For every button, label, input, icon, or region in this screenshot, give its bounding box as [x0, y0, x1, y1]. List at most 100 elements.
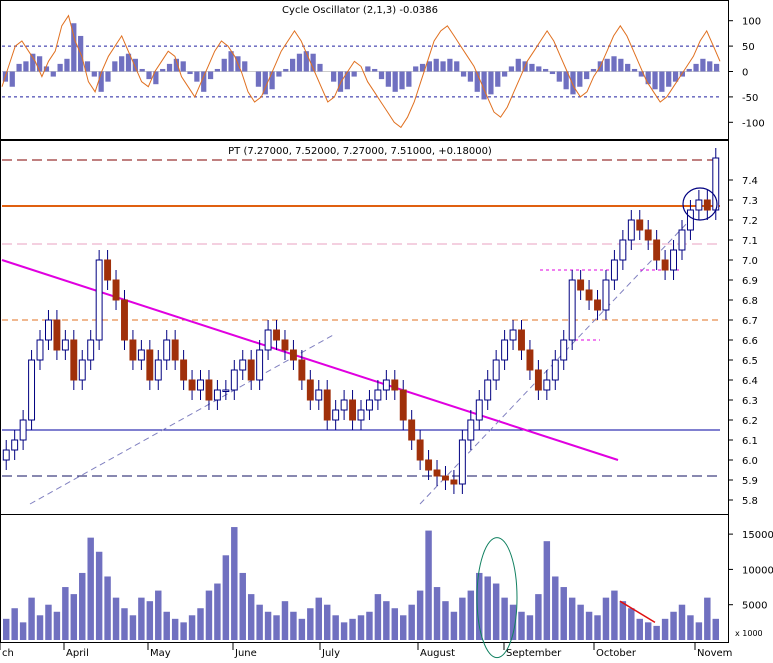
candle-up: [686, 209, 694, 231]
volume-bar: [450, 611, 458, 640]
volume-bar: [256, 604, 263, 640]
volume-bar: [349, 618, 356, 640]
volume-bar: [11, 608, 18, 640]
price-tick-label: 5.9: [742, 476, 758, 487]
price-tick-label: 6.4: [742, 376, 758, 387]
volume-bar: [543, 541, 551, 640]
candle-down: [450, 479, 458, 485]
cycle-bar: [214, 68, 221, 72]
volume-bar: [79, 572, 86, 640]
volume-highlight-ellipse: [476, 537, 518, 659]
candle-up: [475, 399, 483, 421]
candle-up: [137, 349, 145, 361]
cycle-bar: [64, 58, 70, 72]
volume-bar: [366, 611, 373, 640]
candle-up: [492, 359, 500, 381]
cycle-bar: [625, 63, 631, 72]
cycle-bar: [310, 53, 316, 72]
candle-up: [551, 359, 559, 381]
cycle-bar: [344, 71, 350, 90]
volume-bar: [501, 597, 508, 640]
volume-bar: [315, 597, 322, 640]
price-tick-label: 7.1: [742, 236, 758, 247]
uptrend-dashed-line-left: [29, 333, 336, 505]
candle-up: [365, 399, 373, 411]
candle-up: [197, 379, 204, 391]
candle-down: [171, 339, 179, 361]
candle-down: [104, 259, 112, 281]
cycle-bar: [269, 71, 275, 90]
volume-bar: [535, 594, 542, 640]
volume-bar: [568, 597, 576, 640]
cycle-bar: [9, 71, 15, 87]
cycle-bar: [666, 71, 672, 87]
cycle-bar: [221, 58, 227, 72]
candle-up: [222, 389, 230, 392]
candle-down: [442, 475, 449, 481]
cycle-bar: [276, 71, 282, 77]
candle-down: [585, 289, 593, 301]
cycle-bar: [132, 58, 138, 72]
candle-up: [543, 379, 551, 391]
cycle-bar: [570, 71, 576, 95]
volume-bar: [492, 583, 500, 640]
candle-up: [484, 379, 492, 401]
volume-bar: [205, 590, 213, 640]
cycle-bar: [474, 71, 480, 92]
candle-down: [653, 239, 661, 261]
volume-bar: [619, 601, 627, 640]
volume-bar: [307, 608, 314, 640]
cycle-bar: [71, 23, 77, 72]
volume-unit-label: x 1000: [735, 629, 763, 638]
candle-down: [188, 379, 196, 391]
cycle-bar: [201, 71, 207, 92]
volume-bar: [518, 611, 525, 640]
volume-bar: [36, 615, 44, 640]
cycle-bar: [36, 56, 43, 72]
candle-down: [129, 339, 137, 361]
cycle-bar: [392, 71, 398, 92]
candle-down: [298, 359, 306, 381]
cycle-bar: [337, 71, 344, 92]
cycle-bar: [713, 63, 720, 72]
price-tick-label: 6.6: [742, 336, 758, 347]
price-tick-label: 7.2: [742, 216, 758, 227]
x-tick-label: September: [506, 648, 562, 659]
candle-up: [382, 379, 390, 391]
candle-down: [349, 399, 357, 421]
x-tick-label: April: [66, 648, 89, 659]
price-tick-label: 6.8: [742, 296, 758, 307]
cycle-bar: [160, 68, 166, 72]
cycle-bar: [590, 68, 597, 72]
cycle-bar: [228, 51, 234, 72]
candle-up: [2, 449, 10, 461]
candle-up: [560, 339, 568, 361]
candle-up: [501, 339, 509, 361]
candle-up: [45, 319, 52, 341]
volume-bar: [383, 601, 390, 640]
candle-up: [340, 399, 348, 411]
candle-up: [11, 439, 19, 451]
candle-up: [467, 419, 475, 441]
candle-up: [670, 249, 677, 271]
candle-down: [180, 359, 188, 381]
volume-bar: [171, 618, 179, 640]
x-tick-label: Novem: [697, 648, 732, 659]
volume-bar: [95, 551, 103, 640]
volume-bar: [594, 615, 601, 640]
volume-bar: [678, 604, 686, 640]
candle-up: [374, 389, 382, 401]
price-tick-label: 6.0: [742, 456, 758, 467]
volume-bar: [577, 604, 584, 640]
volume-bar: [138, 597, 145, 640]
volume-bar: [273, 615, 280, 640]
candle-up: [239, 359, 247, 371]
candle-up: [610, 259, 618, 281]
volume-bar: [670, 611, 677, 640]
volume-bar: [214, 583, 221, 640]
candle-up: [230, 369, 238, 391]
cycle-bar: [686, 68, 692, 72]
price-tick-label: 5.8: [742, 496, 758, 507]
candle-up: [87, 339, 95, 361]
cycle-bar: [187, 71, 193, 75]
